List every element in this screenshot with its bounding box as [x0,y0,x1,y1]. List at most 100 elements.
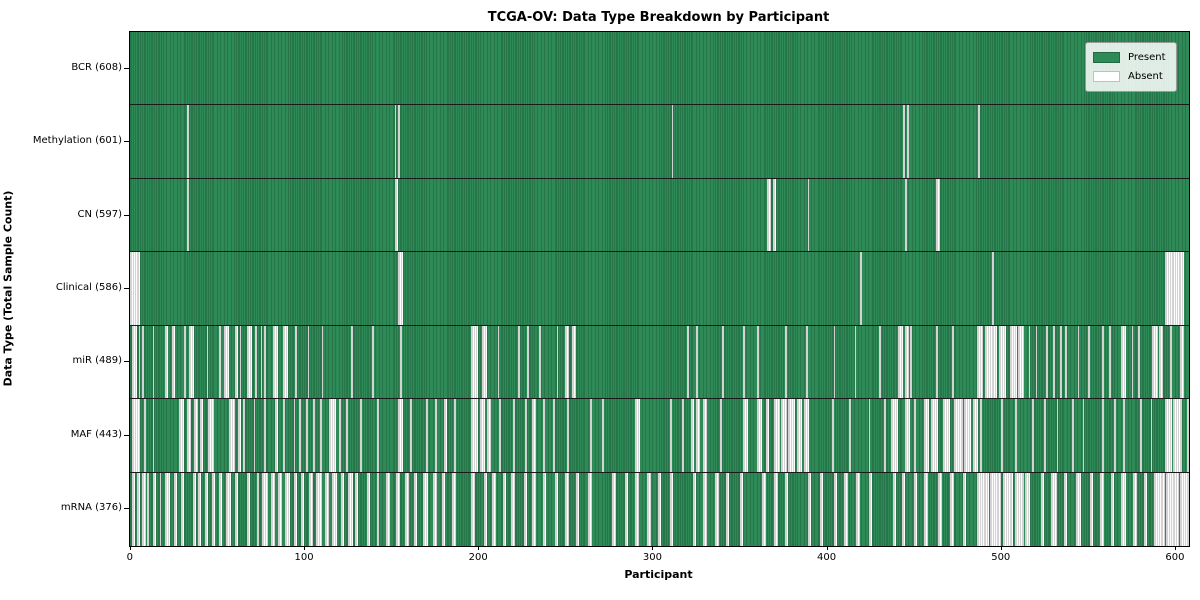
absent-stripe [976,325,984,399]
absent-stripe [1173,399,1183,472]
absent-stripe [1018,325,1024,399]
absent-stripe [377,472,380,546]
absent-stripe [199,399,204,472]
absent-stripe [257,472,259,546]
absent-stripe [347,472,353,546]
absent-stripe [1140,399,1142,472]
absent-stripe [831,399,834,472]
absent-stripe [1180,472,1189,546]
absent-stripe [682,399,684,472]
absent-stripe [1166,472,1179,546]
absent-stripe [441,472,446,546]
absent-stripe [1040,472,1045,546]
absent-stripe [905,399,911,472]
heatmap-row-maf [130,399,1189,473]
absent-stripe [924,399,930,472]
absent-stripe [687,325,690,399]
absent-stripe [1056,399,1059,472]
absent-stripe [187,178,190,252]
absent-stripe [739,472,744,546]
absent-stripe [1164,399,1172,472]
absent-stripe [936,325,939,399]
x-axis-label: Participant [624,568,693,581]
absent-stripe [1164,252,1184,325]
absent-stripe [905,178,907,252]
absent-stripe [905,325,909,399]
absent-stripe [1114,399,1116,472]
absent-stripe [952,325,954,399]
absent-stripe [452,472,456,546]
absent-stripe [274,399,279,472]
y-tick [124,508,129,510]
absent-stripe [164,472,171,546]
absent-stripe [307,325,310,399]
absent-stripe [602,399,604,472]
absent-stripe [295,325,298,399]
absent-stripe [938,472,942,546]
absent-stripe [859,252,862,325]
y-tick-label-methylation: Methylation (601) [32,135,122,147]
x-tick-label-600: 600 [1165,552,1185,563]
x-tick-label-200: 200 [468,552,488,563]
legend-entry-absent: Absent [1093,67,1168,86]
absent-stripe [1121,325,1127,399]
absent-stripe [262,472,268,546]
absent-stripe [131,399,141,472]
absent-stripe [1133,472,1137,546]
absent-stripe [962,472,967,546]
absent-stripe [1100,472,1104,546]
x-tick-label-500: 500 [991,552,1011,563]
absent-stripe [624,472,629,546]
absent-stripe [293,472,298,546]
absent-stripe [340,472,345,546]
absent-stripe [243,399,245,472]
absent-stripe [152,472,157,546]
absent-stripe [271,472,275,546]
absent-stripe [797,399,803,472]
absent-stripe [264,325,266,399]
absent-stripe [703,399,707,472]
absent-stripe [260,325,263,399]
absent-stripe [164,325,169,399]
absent-stripe [502,472,507,546]
absent-stripe [950,472,954,546]
absent-stripe [480,399,486,472]
absent-stripe [394,178,399,252]
absent-stripe [553,399,555,472]
absent-stripe [765,399,770,472]
heatmap-row-mir [130,325,1189,400]
absent-stripe [173,472,177,546]
absent-stripe [300,472,305,546]
absent-stripe [1159,325,1163,399]
absent-stripe [1122,399,1125,472]
absent-stripe [130,252,141,325]
absent-stripe [774,472,778,546]
absent-stripe [183,325,186,399]
absent-stripe [237,399,242,472]
absent-stripe [976,472,989,546]
absent-stripe [398,105,400,178]
absent-stripe [1072,399,1075,472]
absent-stripe [1035,325,1038,399]
y-tick [124,434,129,436]
absent-stripe [410,399,413,472]
absent-stripe [1101,399,1104,472]
legend-label-present: Present [1128,52,1166,63]
absent-stripe [138,325,141,399]
absent-stripe [147,472,150,546]
absent-stripe [285,472,291,546]
absent-stripe [1077,325,1080,399]
absent-stripe [1032,399,1034,472]
absent-stripe [433,472,437,546]
absent-stripe [588,472,592,546]
absent-stripe [483,472,488,546]
absent-stripe [690,399,695,472]
absent-stripe [1025,472,1031,546]
legend: Present Absent [1085,42,1177,92]
absent-stripe [772,178,777,252]
absent-stripe [868,472,872,546]
absent-stripe [246,472,251,546]
absent-stripe [1028,325,1031,399]
absent-stripe [1089,472,1094,546]
